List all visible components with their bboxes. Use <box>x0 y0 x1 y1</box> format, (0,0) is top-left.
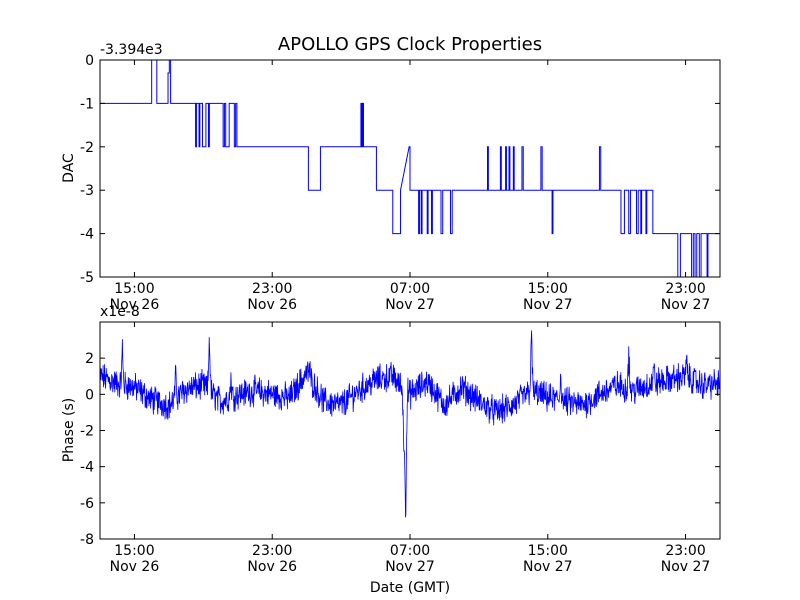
dac-xtick-time: 23:00 <box>252 281 292 297</box>
phase-xtick-time: 15:00 <box>528 543 568 559</box>
phase-ytick-label: -6 <box>80 496 94 512</box>
dac-ytick-label: -1 <box>80 96 94 112</box>
dac-ytick-label: -5 <box>80 270 94 286</box>
phase-ytick-label: 2 <box>85 351 94 367</box>
dac-xtick-date: Nov 27 <box>661 297 711 313</box>
phase-xtick-date: Nov 27 <box>661 559 711 575</box>
dac-ytick-label: -4 <box>80 227 94 243</box>
phase-xtick-date: Nov 26 <box>110 559 160 575</box>
dac-ytick-label: 0 <box>85 53 94 69</box>
dac-xtick-time: 15:00 <box>528 281 568 297</box>
phase-ytick-label: -4 <box>80 460 94 476</box>
dac-offset-label: -3.394e3 <box>100 42 163 58</box>
dac-y-axis-label: DAC <box>61 153 77 183</box>
dac-xtick-date: Nov 26 <box>247 297 297 313</box>
dac-xtick-date: Nov 27 <box>523 297 573 313</box>
dac-xtick-time: 07:00 <box>390 281 430 297</box>
dac-xtick-date: Nov 26 <box>110 297 160 313</box>
dac-xtick-date: Nov 27 <box>385 297 435 313</box>
phase-ytick-label: -8 <box>80 532 94 548</box>
phase-x-axis-label: Date (GMT) <box>370 580 450 596</box>
phase-xtick-time: 15:00 <box>114 543 154 559</box>
phase-ytick-label: 0 <box>85 387 94 403</box>
phase-xtick-time: 23:00 <box>252 543 292 559</box>
dac-ytick-label: -3 <box>80 183 94 199</box>
chart-title: APOLLO GPS Clock Properties <box>278 34 542 55</box>
phase-plot-area <box>100 322 720 539</box>
phase-xtick-time: 07:00 <box>390 543 430 559</box>
phase-xtick-date: Nov 27 <box>523 559 573 575</box>
dac-xtick-time: 15:00 <box>114 281 154 297</box>
dac-ytick-label: -2 <box>80 140 94 156</box>
dac-series-line <box>100 59 720 278</box>
phase-y-axis-label: Phase (s) <box>61 398 77 462</box>
phase-series-line <box>99 330 721 518</box>
phase-xtick-date: Nov 27 <box>385 559 435 575</box>
phase-xtick-date: Nov 26 <box>247 559 297 575</box>
phase-ytick-label: -2 <box>80 424 94 440</box>
phase-offset-label: x1e-8 <box>100 304 140 320</box>
phase-xtick-time: 23:00 <box>665 543 705 559</box>
dac-xtick-time: 23:00 <box>665 281 705 297</box>
